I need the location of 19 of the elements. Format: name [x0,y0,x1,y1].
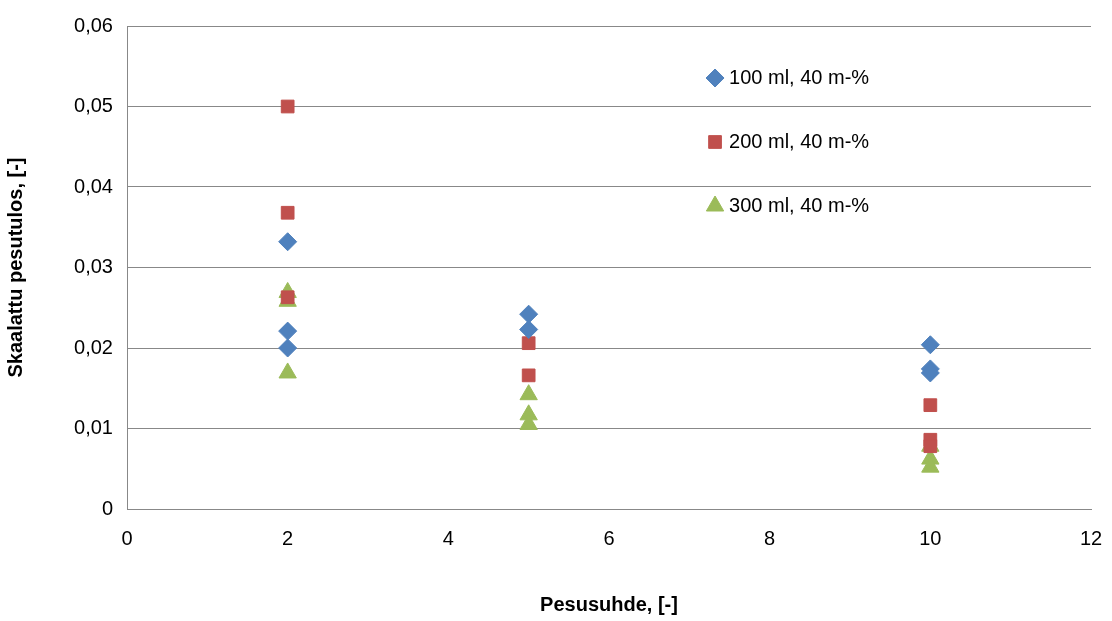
x-tick-label: 10 [919,526,942,549]
x-tick-label: 12 [1079,526,1103,549]
x-tick-label: 0 [121,526,133,549]
y-tick-label: 0 [101,496,113,519]
y-axis-title: Skaalattu pesutulos, [-] [3,157,26,378]
y-tick-label: 0,03 [74,255,113,278]
legend-label: 300 ml, 40 m-% [729,193,870,216]
x-tick-label: 6 [603,526,615,549]
y-tick-label: 0,06 [74,13,113,36]
y-tick-label: 0,05 [74,94,113,117]
legend-label: 200 ml, 40 m-% [729,129,870,152]
y-tick-label: 0,02 [74,335,113,358]
legend-label: 100 ml, 40 m-% [729,65,870,88]
y-tick-label: 0,01 [74,416,113,439]
x-tick-label: 2 [282,526,294,549]
x-axis-title: Pesusuhde, [-] [540,592,678,615]
x-tick-label: 4 [442,526,454,549]
y-tick-label: 0,04 [74,174,113,197]
x-tick-label: 8 [764,526,776,549]
